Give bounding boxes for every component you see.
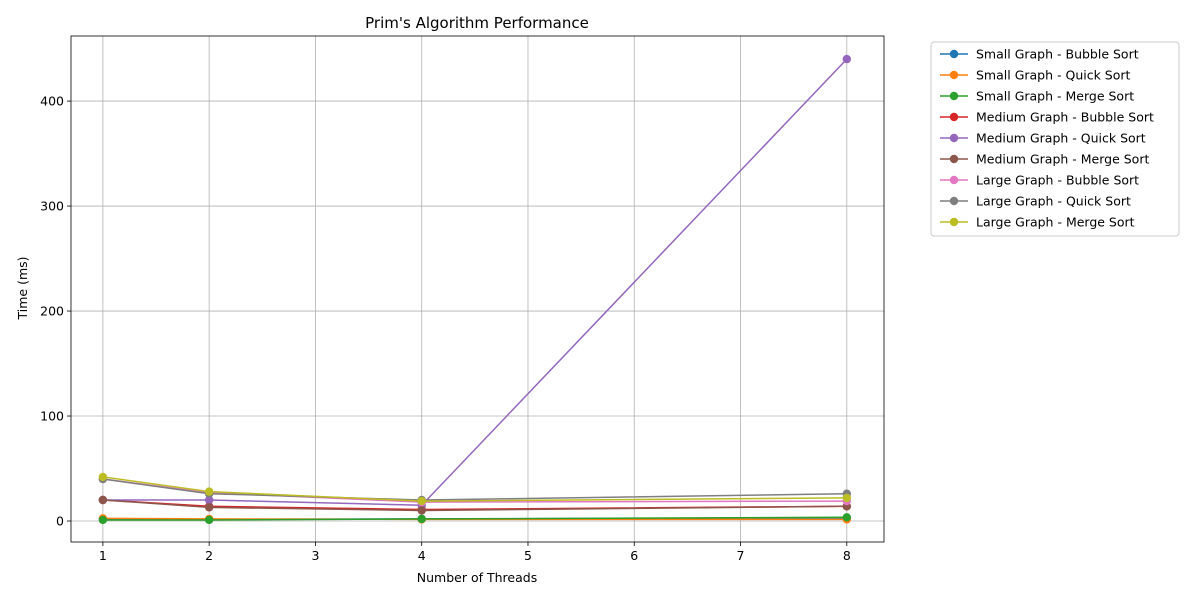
- legend-marker: [949, 133, 959, 143]
- legend-label: Small Graph - Merge Sort: [976, 89, 1134, 104]
- legend: Small Graph - Bubble Sort Small Graph - Q…: [930, 41, 1180, 237]
- legend-item: Large Graph - Quick Sort: [940, 194, 1131, 209]
- data-point: [417, 496, 426, 506]
- legend-item: Small Graph - Merge Sort: [940, 89, 1134, 104]
- legend-items: Small Graph - Bubble Sort Small Graph - Q…: [940, 47, 1154, 230]
- y-axis-ticks: 0 100 200 300 400: [40, 94, 71, 529]
- legend-marker: [949, 112, 959, 122]
- series-9: [98, 472, 852, 506]
- data-point: [204, 515, 214, 525]
- data-point: [204, 503, 214, 512]
- y-axis-label: Time (ms): [15, 256, 30, 320]
- series-3: [98, 513, 852, 525]
- legend-item: Medium Graph - Quick Sort: [940, 131, 1146, 146]
- legend-label: Medium Graph - Quick Sort: [976, 131, 1146, 146]
- series-line: [102, 516, 847, 521]
- chart-title: Prim's Algorithm Performance: [365, 14, 589, 32]
- x-tick-label: 1: [99, 548, 107, 563]
- y-tick-label: 200: [40, 304, 64, 319]
- legend-label: Small Graph - Quick Sort: [976, 68, 1131, 83]
- plot-area: 1 2 3 4 5 6 7 8 0 100 200 300 400: [40, 35, 885, 563]
- legend-frame: [930, 41, 1180, 237]
- legend-label: Large Graph - Merge Sort: [976, 215, 1135, 230]
- legend-marker: [949, 70, 959, 80]
- data-point: [417, 514, 426, 524]
- legend-label: Small Graph - Bubble Sort: [976, 47, 1139, 62]
- legend-label: Large Graph - Quick Sort: [976, 194, 1131, 209]
- legend-marker: [949, 175, 959, 185]
- data-point: [842, 493, 852, 503]
- series-line: [102, 499, 847, 512]
- legend-item: Small Graph - Quick Sort: [940, 68, 1131, 83]
- x-tick-label: 5: [524, 548, 532, 563]
- x-tick-label: 2: [205, 548, 213, 563]
- data-point: [417, 506, 426, 515]
- legend-marker: [949, 196, 959, 206]
- legend-label: Medium Graph - Bubble Sort: [976, 110, 1154, 125]
- legend-marker: [949, 91, 959, 101]
- x-tick-label: 3: [311, 548, 319, 563]
- data-point: [98, 515, 108, 525]
- legend-marker: [949, 217, 959, 227]
- series-line: [102, 58, 848, 507]
- y-tick-label: 100: [40, 409, 64, 424]
- legend-item: Medium Graph - Merge Sort: [940, 152, 1149, 167]
- legend-item: Large Graph - Bubble Sort: [940, 173, 1139, 188]
- data-point: [842, 54, 852, 64]
- y-tick-label: 400: [40, 94, 64, 109]
- x-axis-label: Number of Threads: [417, 570, 537, 585]
- legend-label: Large Graph - Bubble Sort: [976, 173, 1139, 188]
- x-tick-label: 6: [630, 548, 638, 563]
- series-line: [102, 476, 847, 502]
- legend-item: Large Graph - Merge Sort: [940, 215, 1135, 230]
- legend-marker: [949, 49, 959, 59]
- data-point: [204, 487, 214, 496]
- data-point: [98, 495, 108, 505]
- x-tick-label: 7: [737, 548, 745, 563]
- legend-marker: [949, 154, 959, 164]
- data-point: [204, 495, 214, 505]
- x-tick-label: 8: [843, 548, 851, 563]
- plot-frame: [70, 35, 885, 543]
- legend-item: Small Graph - Bubble Sort: [940, 47, 1139, 62]
- legend-label: Medium Graph - Merge Sort: [976, 152, 1149, 167]
- y-tick-label: 300: [40, 199, 64, 214]
- data-point: [842, 513, 852, 522]
- y-tick-label: 0: [56, 514, 64, 529]
- x-axis-ticks: 1 2 3 4 5 6 7 8: [99, 542, 851, 563]
- data-point: [98, 472, 108, 482]
- series-layer: [98, 54, 852, 525]
- x-tick-label: 4: [418, 548, 426, 563]
- legend-item: Medium Graph - Bubble Sort: [940, 110, 1154, 125]
